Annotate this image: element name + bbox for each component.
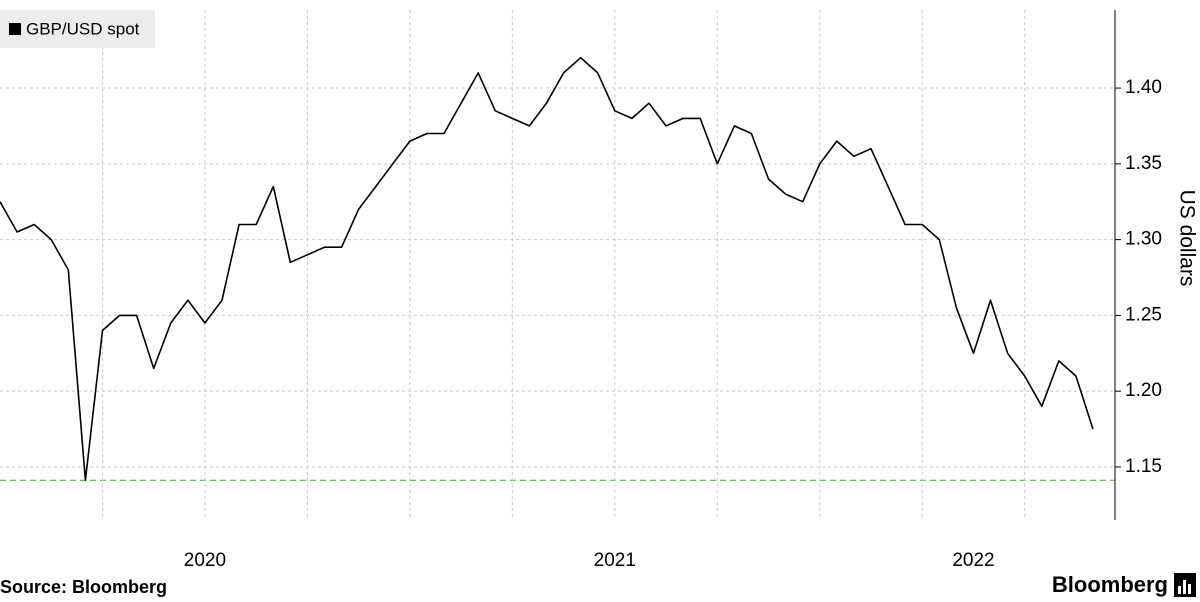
logo-icon: [1174, 573, 1196, 597]
y-tick-label: 1.20: [1125, 380, 1162, 401]
y-tick-label: 1.40: [1125, 77, 1162, 98]
legend-box: [0, 10, 155, 48]
y-tick-label: 1.25: [1125, 304, 1162, 325]
y-axis-title: US dollars: [1175, 190, 1198, 287]
y-tick-label: 1.15: [1125, 456, 1162, 477]
logo: Bloomberg: [1052, 572, 1168, 597]
x-tick-label: 2021: [594, 550, 636, 571]
y-tick-label: 1.35: [1125, 153, 1162, 174]
source: Source: Bloomberg: [0, 577, 167, 597]
legend-swatch: [9, 23, 21, 35]
x-tick-label: 2022: [952, 550, 994, 571]
x-tick-label: 2020: [184, 550, 226, 571]
line-series: [0, 56, 1094, 482]
y-tick-label: 1.30: [1125, 229, 1162, 250]
legend-label: GBP/USD spot: [26, 19, 140, 38]
